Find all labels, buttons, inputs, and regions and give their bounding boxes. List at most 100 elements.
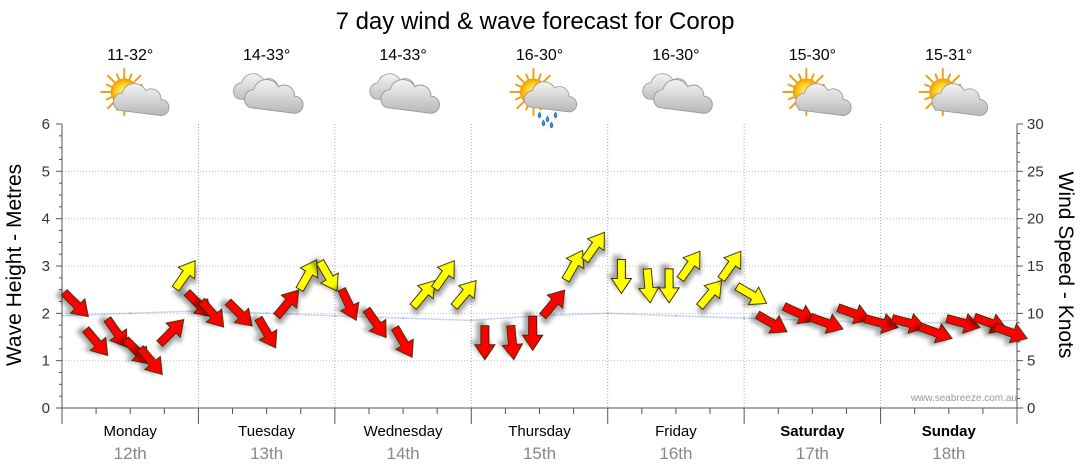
y-tick-label-left: 6 (42, 116, 50, 133)
date-label: 14th (387, 444, 420, 463)
sun-ray (516, 74, 525, 84)
sun-ray (537, 73, 542, 81)
sun-ray (514, 83, 522, 88)
cloud-body (931, 83, 988, 117)
sun-ray (525, 73, 530, 81)
wind-arrow (409, 279, 436, 310)
wind-arrow (918, 322, 953, 344)
cloud-body (795, 83, 852, 117)
temperature-label: 15-30° (789, 47, 836, 64)
day-label: Friday (655, 423, 697, 440)
cloud-icon (233, 73, 304, 114)
day-label: Sunday (922, 423, 977, 440)
watermark: www.seabreeze.com.au (910, 393, 1017, 404)
date-label: 12th (114, 444, 147, 463)
y-tick-label-right: 0 (1027, 400, 1035, 417)
temperature-label: 16-30° (516, 47, 563, 64)
sun-ray (798, 73, 802, 81)
day-label: Monday (104, 423, 158, 440)
wave-point (333, 314, 337, 317)
temperature-label: 15-31° (925, 47, 972, 64)
wind-arrow (136, 345, 163, 376)
wind-arrow (993, 322, 1028, 344)
y-tick-label-right: 10 (1027, 305, 1044, 322)
cloud-shape (795, 83, 852, 117)
wind-arrow (156, 318, 185, 348)
wind-arrow (676, 250, 701, 283)
date-label: 13th (250, 444, 283, 463)
wave-point (538, 314, 541, 317)
wind-arrow (254, 315, 278, 349)
rain-drop (553, 111, 558, 119)
wind-arrow (610, 259, 633, 295)
wind-arrow (836, 303, 872, 325)
wind-arrow (430, 260, 455, 292)
sun-ray (106, 74, 116, 84)
sun-ray (810, 73, 815, 81)
wind-arrow (754, 310, 788, 334)
wave-point (60, 314, 64, 317)
wind-arrow (315, 258, 339, 292)
wave-point (1015, 319, 1019, 322)
y-tick-label-right: 5 (1027, 353, 1035, 370)
wind-arrow (450, 279, 477, 310)
cloud-icon (642, 73, 713, 114)
wind-arrow (171, 260, 196, 292)
sun-ray (514, 96, 522, 101)
wind-arrow (695, 279, 723, 310)
day-label: Tuesday (238, 423, 295, 440)
wind-arrow (60, 289, 89, 318)
sun-cloud-icon (782, 68, 852, 117)
wave-point (674, 314, 678, 317)
sun-cloud-icon (918, 68, 988, 117)
cloud-body (380, 79, 440, 114)
wind-arrow (863, 312, 899, 335)
day-label: Wednesday (364, 423, 443, 440)
sun-ray (105, 96, 113, 101)
temperature-label: 11-32° (107, 47, 153, 64)
rain-drop (545, 115, 550, 123)
sun-ray (947, 73, 952, 81)
wind-arrow (521, 315, 544, 352)
wind-arrow (224, 298, 253, 327)
cloud-body (244, 79, 304, 114)
date-label: 15th (523, 444, 556, 463)
rain-drop (537, 111, 542, 119)
temperature-label: 14-33° (243, 47, 290, 64)
cloud-body (113, 83, 170, 117)
y-tick-label-left: 4 (42, 211, 50, 228)
chart-title: 7 day wind & wave forecast for Corop (336, 8, 735, 35)
sun-ray (924, 96, 931, 101)
wind-arrow (337, 287, 360, 322)
y-tick-label-left: 0 (42, 400, 50, 417)
temperature-label: 14-33° (379, 47, 426, 64)
wave-point (742, 316, 746, 320)
wave-point (470, 319, 473, 322)
wind-arrow (781, 302, 816, 325)
wind-arrow (637, 268, 660, 304)
y-tick-label-right: 30 (1027, 116, 1044, 133)
sun-ray (133, 74, 142, 84)
wind-arrow (945, 312, 981, 335)
wind-arrow (717, 250, 742, 283)
sun-ray (105, 83, 113, 88)
sun-ray (516, 100, 525, 110)
sun-ray (542, 74, 551, 84)
cloud-shape (523, 81, 578, 113)
sun-cloud-icon (100, 68, 170, 117)
date-label: 17th (796, 444, 829, 463)
cloud-body (653, 79, 713, 114)
rain-drop (541, 119, 546, 127)
temperature-label: 16-30° (652, 47, 699, 64)
wind-arrow (890, 312, 927, 335)
sun-ray (787, 83, 795, 88)
wind-arrow (473, 325, 496, 361)
y-tick-label-right: 15 (1027, 258, 1044, 275)
date-label: 18th (932, 444, 965, 463)
wind-arrow (808, 312, 844, 334)
y-axis-left-label: Wave Height - Metres (3, 164, 26, 366)
cloud-icon (369, 73, 440, 114)
wind-arrow (658, 268, 681, 304)
wind-arrow (295, 259, 319, 293)
